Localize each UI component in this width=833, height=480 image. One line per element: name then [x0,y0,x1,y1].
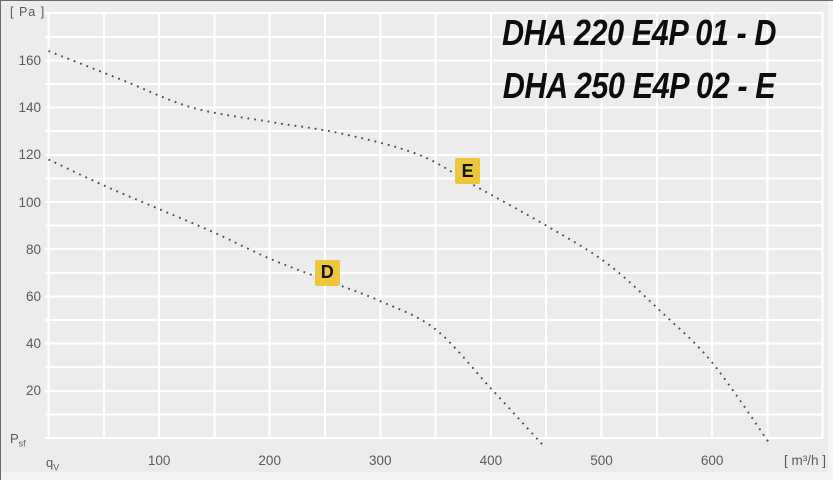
x-tick-label-600: 600 [700,453,724,468]
x-axis-unit-label: [ m³/h ] [783,453,826,468]
bottom-edge-strip [1,472,833,480]
curve-label-D: D [314,259,340,286]
y-tick-label-20: 20 [25,383,41,399]
y-tick-label-80: 80 [25,241,41,257]
x-tick-label-400: 400 [479,453,503,468]
y-axis-origin-label: Psf [10,431,26,452]
y-tick-label-60: 60 [25,288,41,304]
x-tick-label-300: 300 [369,453,392,468]
x-origin-base: q [46,455,54,470]
y-tick-label-100: 100 [18,194,41,210]
y-axis-unit-label: [ Pa ] [10,5,46,19]
x-origin-subscript: V [53,462,60,473]
y-tick-label-40: 40 [25,336,41,352]
y-tick-label-120: 120 [18,147,41,163]
y-origin-base: P [10,431,19,446]
right-edge-strip [828,1,833,480]
y-tick-label-140: 140 [18,100,41,116]
y-tick-label-160: 160 [18,52,41,68]
chart-title-block: DHA 220 E4P 01 - D DHA 250 E4P 02 - E [461,6,818,112]
x-tick-label-500: 500 [590,453,613,468]
x-tick-label-200: 200 [258,453,281,468]
curve-label-E: E [455,158,481,185]
x-axis-origin-label: qV [46,455,59,476]
y-origin-subscript: sf [18,438,26,449]
chart-title-line-1: DHA 220 E4P 01 - D [501,12,777,53]
chart-title-line-2: DHA 250 E4P 02 - E [502,65,776,106]
x-tick-label-100: 100 [147,453,171,468]
